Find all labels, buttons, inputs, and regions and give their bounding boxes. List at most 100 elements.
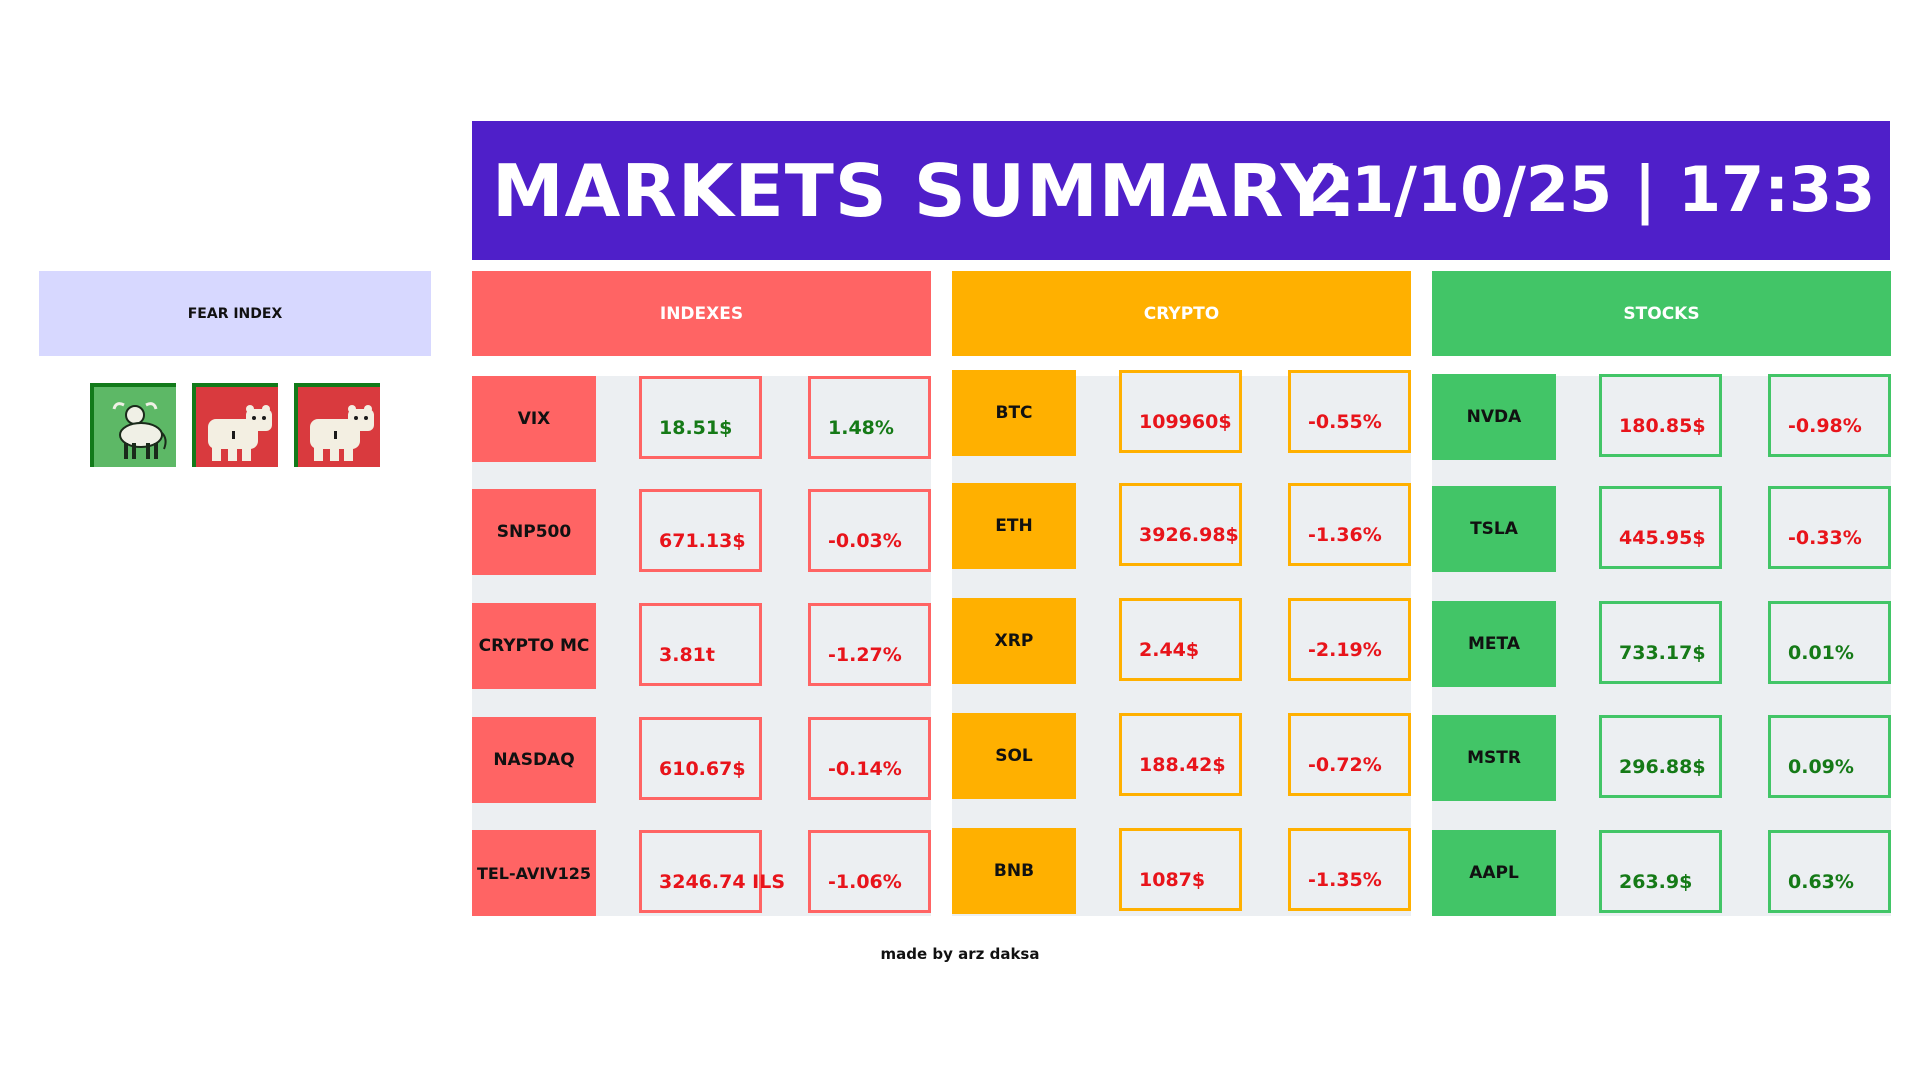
section-body: BTC 109960$ -0.55% ETH 3926.98$ -1.36% X… xyxy=(952,370,1411,916)
footer-credit: made by arz daksa xyxy=(880,945,1040,963)
table-row: META 733.17$ 0.01% xyxy=(1432,601,1891,687)
table-row: BNB 1087$ -1.35% xyxy=(952,828,1411,914)
price-value: 263.9$ xyxy=(1619,871,1693,893)
table-row: SNP500 671.13$ -0.03% xyxy=(472,489,931,575)
price-box: 3.81t xyxy=(639,603,762,686)
price-box: 109960$ xyxy=(1119,370,1242,453)
table-row: BTC 109960$ -0.55% xyxy=(952,370,1411,456)
header-banner: MARKETS SUMMARY: 21/10/25 | 17:33 xyxy=(472,121,1890,260)
section-header-indexes: INDEXES xyxy=(472,271,931,356)
price-value: 3.81t xyxy=(659,644,715,666)
change-box: -0.55% xyxy=(1288,370,1411,453)
price-value: 3926.98$ xyxy=(1139,524,1239,546)
section-crypto: CRYPTO BTC 109960$ -0.55% ETH 3926.98$ -… xyxy=(952,271,1411,916)
change-box: -0.33% xyxy=(1768,486,1891,569)
asset-name: NVDA xyxy=(1432,374,1556,460)
asset-name: AAPL xyxy=(1432,830,1556,916)
section-header-stocks: STOCKS xyxy=(1432,271,1891,356)
price-box: 671.13$ xyxy=(639,489,762,572)
table-row: ETH 3926.98$ -1.36% xyxy=(952,483,1411,569)
asset-name: NASDAQ xyxy=(472,717,596,803)
table-row: TEL-AVIV125 3246.74 ILS -1.06% xyxy=(472,830,931,916)
section-body: NVDA 180.85$ -0.98% TSLA 445.95$ -0.33% … xyxy=(1432,374,1891,916)
price-box: 2.44$ xyxy=(1119,598,1242,681)
price-value: 610.67$ xyxy=(659,758,746,780)
change-value: -1.36% xyxy=(1308,524,1382,546)
change-value: -0.55% xyxy=(1308,411,1382,433)
section-stocks: STOCKS NVDA 180.85$ -0.98% TSLA 445.95$ … xyxy=(1432,271,1891,916)
asset-name: CRYPTO MC xyxy=(472,603,596,689)
price-value: 296.88$ xyxy=(1619,756,1706,778)
table-row: NASDAQ 610.67$ -0.14% xyxy=(472,717,931,803)
change-value: -1.27% xyxy=(828,644,902,666)
asset-name: SOL xyxy=(952,713,1076,799)
price-value: 733.17$ xyxy=(1619,642,1706,664)
asset-name: BNB xyxy=(952,828,1076,914)
change-value: -0.14% xyxy=(828,758,902,780)
section-header-crypto: CRYPTO xyxy=(952,271,1411,356)
price-value: 445.95$ xyxy=(1619,527,1706,549)
change-box: -0.14% xyxy=(808,717,931,800)
asset-name: BTC xyxy=(952,370,1076,456)
price-box: 188.42$ xyxy=(1119,713,1242,796)
section-indexes: INDEXES VIX 18.51$ 1.48% SNP500 671.13$ … xyxy=(472,271,931,916)
bear-icon xyxy=(192,383,278,467)
change-box: -1.06% xyxy=(808,830,931,913)
price-box: 610.67$ xyxy=(639,717,762,800)
asset-name: TEL-AVIV125 xyxy=(472,830,596,916)
change-box: -1.36% xyxy=(1288,483,1411,566)
table-row: SOL 188.42$ -0.72% xyxy=(952,713,1411,799)
change-value: -0.72% xyxy=(1308,754,1382,776)
change-value: -0.33% xyxy=(1788,527,1862,549)
price-box: 3926.98$ xyxy=(1119,483,1242,566)
change-box: -0.72% xyxy=(1288,713,1411,796)
bull-icon xyxy=(90,383,176,467)
table-row: NVDA 180.85$ -0.98% xyxy=(1432,374,1891,460)
change-value: 0.01% xyxy=(1788,642,1854,664)
table-row: MSTR 296.88$ 0.09% xyxy=(1432,715,1891,801)
price-box: 445.95$ xyxy=(1599,486,1722,569)
asset-name: ETH xyxy=(952,483,1076,569)
change-value: -0.03% xyxy=(828,530,902,552)
asset-name: SNP500 xyxy=(472,489,596,575)
change-box: -0.03% xyxy=(808,489,931,572)
page-title: MARKETS SUMMARY: xyxy=(492,149,1358,233)
section-body: VIX 18.51$ 1.48% SNP500 671.13$ -0.03% C… xyxy=(472,376,931,916)
change-value: -2.19% xyxy=(1308,639,1382,661)
fear-index-label: FEAR INDEX xyxy=(39,271,431,356)
price-box: 733.17$ xyxy=(1599,601,1722,684)
table-row: TSLA 445.95$ -0.33% xyxy=(1432,486,1891,572)
change-value: -1.06% xyxy=(828,871,902,893)
price-value: 180.85$ xyxy=(1619,415,1706,437)
price-value: 671.13$ xyxy=(659,530,746,552)
change-value: 0.09% xyxy=(1788,756,1854,778)
price-box: 3246.74 ILS xyxy=(639,830,785,913)
asset-name: MSTR xyxy=(1432,715,1556,801)
price-box: 263.9$ xyxy=(1599,830,1722,913)
price-value: 109960$ xyxy=(1139,411,1232,433)
price-box: 1087$ xyxy=(1119,828,1242,911)
price-box: 180.85$ xyxy=(1599,374,1722,457)
price-value: 2.44$ xyxy=(1139,639,1200,661)
price-value: 3246.74 ILS xyxy=(659,871,786,893)
asset-name: META xyxy=(1432,601,1556,687)
asset-name: TSLA xyxy=(1432,486,1556,572)
price-box: 296.88$ xyxy=(1599,715,1722,798)
change-box: 0.63% xyxy=(1768,830,1891,913)
header-datetime: 21/10/25 | 17:33 xyxy=(1308,153,1876,226)
asset-name: XRP xyxy=(952,598,1076,684)
change-box: 1.48% xyxy=(808,376,931,459)
price-value: 1087$ xyxy=(1139,869,1206,891)
table-row: AAPL 263.9$ 0.63% xyxy=(1432,830,1891,916)
price-box: 18.51$ xyxy=(639,376,762,459)
change-value: -0.98% xyxy=(1788,415,1862,437)
change-box: -1.27% xyxy=(808,603,931,686)
change-box: 0.01% xyxy=(1768,601,1891,684)
change-value: 1.48% xyxy=(828,417,894,439)
change-value: -1.35% xyxy=(1308,869,1382,891)
change-value: 0.63% xyxy=(1788,871,1854,893)
change-box: 0.09% xyxy=(1768,715,1891,798)
bear-icon xyxy=(294,383,380,467)
table-row: XRP 2.44$ -2.19% xyxy=(952,598,1411,684)
change-box: -0.98% xyxy=(1768,374,1891,457)
